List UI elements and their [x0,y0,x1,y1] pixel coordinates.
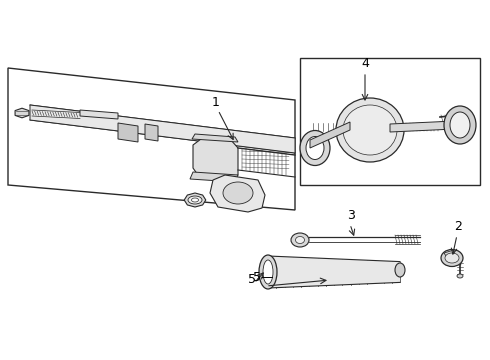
Polygon shape [145,124,158,141]
Ellipse shape [343,105,397,155]
Text: 4: 4 [361,57,369,70]
Polygon shape [210,175,265,212]
Polygon shape [184,193,206,207]
Polygon shape [118,123,138,142]
Ellipse shape [300,131,330,166]
Ellipse shape [445,253,459,263]
Polygon shape [310,122,350,148]
Ellipse shape [291,233,309,247]
Polygon shape [390,121,455,132]
Ellipse shape [395,263,405,277]
Text: 2: 2 [454,220,462,233]
Polygon shape [193,136,238,180]
Text: 5: 5 [248,273,256,286]
Polygon shape [444,250,454,256]
Text: 3: 3 [347,209,355,222]
Polygon shape [192,134,238,142]
Text: 1: 1 [212,96,220,109]
Ellipse shape [306,136,324,159]
Ellipse shape [192,198,198,202]
Polygon shape [80,110,118,119]
Ellipse shape [457,274,463,278]
Polygon shape [268,256,400,288]
Ellipse shape [444,106,476,144]
Ellipse shape [259,255,277,289]
Text: 5—: 5— [253,271,273,284]
Ellipse shape [450,112,470,138]
Polygon shape [15,108,29,118]
Ellipse shape [295,237,304,243]
Ellipse shape [263,260,273,284]
Ellipse shape [188,196,202,204]
Ellipse shape [441,249,463,266]
Ellipse shape [336,98,404,162]
Ellipse shape [223,182,253,204]
Polygon shape [30,105,295,153]
Polygon shape [190,172,238,182]
